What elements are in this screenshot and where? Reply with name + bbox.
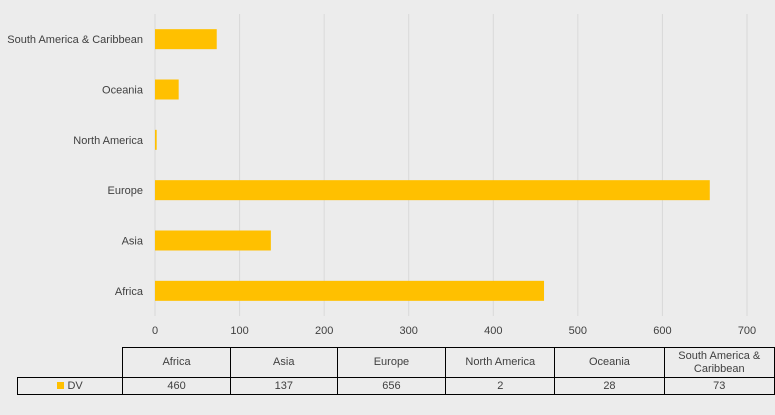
data-table-header-africa: Africa [122,347,231,378]
category-label-asia: Asia [122,236,144,248]
bar-chart: Africa Asia Europe North America Oceania Sout… [7,14,756,337]
bar-oceania [155,79,179,100]
bar-africa [155,280,545,301]
data-table-header-europe: Europe [336,347,447,378]
data-table-header-oceania: Oceania [554,347,665,378]
data-table-value-south-america: 73 [663,377,775,395]
x-tick-label-300: 300 [400,325,418,337]
data-table-header-row: Africa Asia Europe North America Oceania… [17,347,775,378]
category-labels: Africa Asia Europe North America Oceania Sout… [7,34,144,298]
data-table-header-north-america: North America [445,347,556,378]
category-label-europe: Europe [108,185,143,197]
data-table: Africa Asia Europe North America Oceania… [16,347,775,395]
bars [155,29,710,301]
category-label-africa: Africa [115,286,144,298]
category-label-south-america-caribbean: South America & Caribbean [7,34,143,46]
data-table-value-north-america: 2 [445,377,556,395]
x-tick-label-600: 600 [653,325,671,337]
data-table-value-oceania: 28 [554,377,665,395]
data-table-value-europe: 656 [336,377,447,395]
bar-asia [155,230,271,251]
series-name: DV [67,379,83,392]
bar-north-america [155,129,157,150]
x-axis-ticks: 0 100 200 300 400 500 600 700 [152,325,756,337]
x-tick-label-200: 200 [315,325,333,337]
data-table-value-africa: 460 [122,377,231,395]
data-table-corner [17,347,124,378]
data-table-series-row: DV 460 137 656 2 28 73 [16,377,775,395]
data-table-value-asia: 137 [229,377,338,395]
x-tick-label-400: 400 [484,325,502,337]
category-label-north-america: North America [73,135,144,147]
legend-key-swatch [57,381,65,389]
gridlines [154,14,748,316]
data-table-series-label: DV [16,377,124,395]
x-tick-label-500: 500 [569,325,587,337]
data-table-header-asia: Asia [229,347,338,378]
bar-south-america-caribbean [155,29,217,50]
bar-europe [155,180,710,201]
x-tick-label-100: 100 [230,325,248,337]
x-tick-label-700: 700 [738,325,756,337]
data-table-header-south-america: South America & Caribbean [663,347,775,378]
x-tick-label-0: 0 [152,325,158,337]
category-label-oceania: Oceania [102,85,144,97]
